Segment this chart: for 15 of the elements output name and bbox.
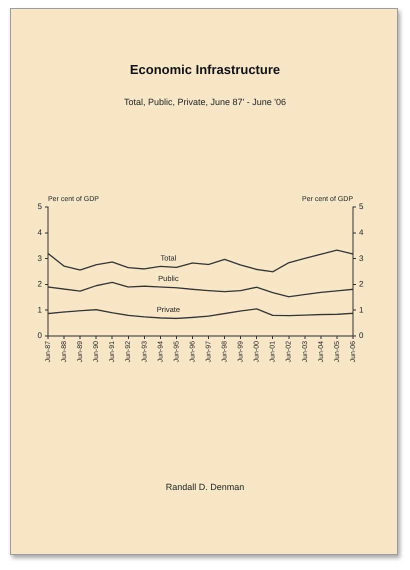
y-tick-label: 4 xyxy=(38,228,43,238)
y-tick-label: 0 xyxy=(38,331,43,340)
y-tick-label: 5 xyxy=(38,202,43,212)
y-tick-label: 2 xyxy=(38,280,43,289)
y2-tick-label: 4 xyxy=(359,228,364,238)
y2-tick-label: 3 xyxy=(359,254,364,263)
y2-tick-label: 2 xyxy=(359,280,364,289)
y2-tick-label: 1 xyxy=(359,305,364,314)
y-tick-label: 1 xyxy=(38,305,43,314)
chart-subtitle: Total, Public, Private, June 87' - June '06 xyxy=(122,97,288,107)
text: Randall D. Denman xyxy=(164,482,246,492)
y2-tick-label: 5 xyxy=(359,202,364,212)
y2-tick-label: 0 xyxy=(359,331,364,340)
y-tick-label: 3 xyxy=(38,254,43,263)
chart-title: Economic Infrastructure xyxy=(128,62,282,77)
